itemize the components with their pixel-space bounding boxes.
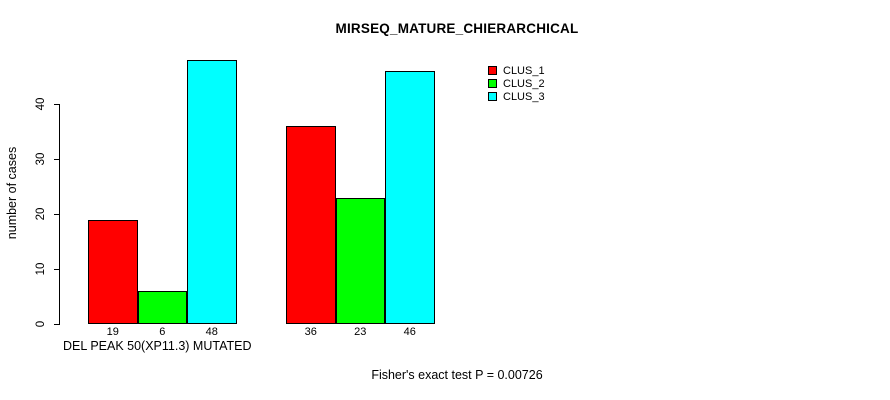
- y-tick-label-0: 0: [35, 320, 47, 328]
- bar-clus_1-group-1: [88, 219, 138, 324]
- bar-value-label-clus_2-group-2: 23: [354, 326, 367, 338]
- legend-label: CLUS_1: [503, 64, 545, 77]
- y-tick-40: [54, 103, 60, 105]
- legend-label: CLUS_2: [503, 77, 545, 90]
- legend-label: CLUS_3: [503, 90, 545, 103]
- bar-value-label-clus_3-group-1: 48: [205, 326, 218, 338]
- x-axis-label: DEL PEAK 50(XP11.3) MUTATED: [63, 339, 252, 353]
- fisher-test-annotation: Fisher's exact test P = 0.00726: [371, 368, 543, 382]
- y-tick-label-30: 30: [35, 152, 47, 166]
- legend-row-clus_2: CLUS_2: [488, 77, 545, 90]
- bar-clus_2-group-1: [137, 291, 187, 324]
- y-tick-label-20: 20: [35, 207, 47, 221]
- legend-swatch-icon: [488, 92, 497, 101]
- y-tick-0: [54, 323, 60, 325]
- y-tick-30: [54, 158, 60, 160]
- chart-title: MIRSEQ_MATURE_CHIERARCHICAL: [335, 21, 579, 36]
- legend: CLUS_1 CLUS_2 CLUS_3: [488, 64, 545, 103]
- bar-value-label-clus_1-group-2: 36: [304, 326, 317, 338]
- y-tick-10: [54, 268, 60, 270]
- bar-clus_3-group-1: [187, 60, 237, 324]
- y-axis-line: [59, 104, 60, 325]
- y-tick-label-40: 40: [35, 97, 47, 111]
- legend-row-clus_3: CLUS_3: [488, 90, 545, 103]
- legend-swatch-icon: [488, 66, 497, 75]
- y-tick-label-10: 10: [35, 262, 47, 276]
- bar-clus_1-group-2: [286, 126, 336, 324]
- y-axis-label: number of cases: [5, 146, 19, 240]
- y-tick-20: [54, 213, 60, 215]
- bar-value-label-clus_3-group-2: 46: [403, 326, 416, 338]
- bar-value-label-clus_2-group-1: 6: [159, 326, 166, 338]
- bar-clus_2-group-2: [335, 197, 385, 324]
- bar-value-label-clus_1-group-1: 19: [106, 326, 119, 338]
- bar-clus_3-group-2: [385, 71, 435, 324]
- legend-swatch-icon: [488, 79, 497, 88]
- legend-row-clus_1: CLUS_1: [488, 64, 545, 77]
